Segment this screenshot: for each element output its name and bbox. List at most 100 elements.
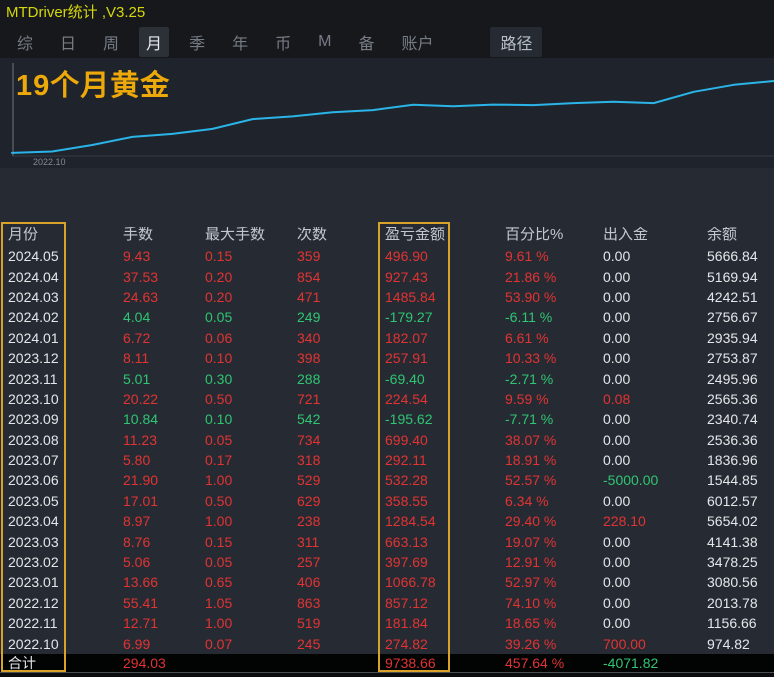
table-row-cell-6: 700.00 <box>603 636 646 651</box>
table-row-cell-3: 257 <box>297 555 321 570</box>
table-row-cell-1: 37.53 <box>123 269 159 284</box>
table-row-cell-0: 2023.12 <box>8 351 59 366</box>
tab-日[interactable]: 日 <box>60 35 77 53</box>
table-row[interactable]: 2024.05 9.43 0.15 359 496.90 9.61 % 0.00 5666.8… <box>0 246 774 266</box>
table-row-cell-5: 19.07 % <box>505 534 557 549</box>
table-row-cell-5: 29.40 % <box>505 514 557 529</box>
table-row[interactable]: 2023.05 17.01 0.50 629 358.55 6.34 % 0.00 6012.… <box>0 491 774 511</box>
table-row-cell-0: 2023.03 <box>8 534 59 549</box>
table-row-cell-4: 1485.84 <box>385 289 436 304</box>
table-row-cell-4: -179.27 <box>385 310 433 325</box>
table-row-cell-2: 1.00 <box>205 514 233 529</box>
table-total-row: 合计 294.03 9738.66 457.64 % -4071.82 <box>0 653 774 672</box>
table-row-cell-3: 249 <box>297 310 321 325</box>
tab-周[interactable]: 周 <box>103 35 120 53</box>
tab-月[interactable]: 月 <box>139 26 170 57</box>
table-row-cell-5: 6.61 % <box>505 330 549 345</box>
table-row-cell-5: 18.65 % <box>505 616 557 631</box>
table-row-cell-1: 8.76 <box>123 534 151 549</box>
table-row-cell-4: 927.43 <box>385 269 428 284</box>
table-row-cell-4: 1066.78 <box>385 575 436 590</box>
table-row-cell-6: 0.00 <box>603 371 631 386</box>
table-row[interactable]: 2022.10 6.99 0.07 245 274.82 39.26 % 700.00 974… <box>0 633 774 653</box>
table-row-cell-3: 288 <box>297 371 321 386</box>
table-row[interactable]: 2023.06 21.90 1.00 529 532.28 52.57 % -5000.00… <box>0 470 774 490</box>
table-row[interactable]: 2022.11 12.71 1.00 519 181.84 18.65 % 0.00 1156… <box>0 613 774 633</box>
table-row-cell-6: -5000.00 <box>603 473 659 488</box>
table-row-cell-6: 0.00 <box>603 595 631 610</box>
table-row-cell-3: 542 <box>297 412 321 427</box>
table-row-cell-5: 52.57 % <box>505 473 557 488</box>
table-row-cell-1: 5.80 <box>123 453 151 468</box>
table-row-cell-4: 397.69 <box>385 555 428 570</box>
table-row-cell-4: 532.28 <box>385 473 428 488</box>
table-total-row-cell-5: 457.64 % <box>505 655 565 670</box>
table-row[interactable]: 2023.01 13.66 0.65 406 1066.78 52.97 % 0.00 308… <box>0 572 774 592</box>
table-row-cell-2: 0.65 <box>205 575 233 590</box>
table-row-cell-6: 0.00 <box>603 412 631 427</box>
table-row-cell-3: 629 <box>297 493 321 508</box>
table-row-cell-1: 6.99 <box>123 636 151 651</box>
table-row-cell-0: 2022.10 <box>8 636 59 651</box>
table-row-cell-6: 0.00 <box>603 616 631 631</box>
table-row[interactable]: 2023.03 8.76 0.15 311 663.13 19.07 % 0.00 4141.… <box>0 531 774 551</box>
table-row-cell-4: 181.84 <box>385 616 428 631</box>
table-row-cell-6: 228.10 <box>603 514 646 529</box>
table-row[interactable]: 2024.01 6.72 0.06 340 182.07 6.61 % 0.00 2935.9… <box>0 328 774 348</box>
table-total-row-cell-1: 294.03 <box>123 655 166 670</box>
table-row-cell-7: 2753.87 <box>707 351 758 366</box>
app-title: MTDriver统计 ,V3.25 <box>6 4 146 21</box>
table-row-cell-5: -7.71 % <box>505 412 554 427</box>
table-row-cell-0: 2024.01 <box>8 330 59 345</box>
table-row-cell-1: 5.06 <box>123 555 151 570</box>
tab-币[interactable]: 币 <box>275 35 292 53</box>
table-row-cell-0: 2023.08 <box>8 432 59 447</box>
table-row-cell-7: 1156.66 <box>707 616 757 631</box>
tab-季[interactable]: 季 <box>189 35 206 53</box>
table-row-cell-5: 21.86 % <box>505 269 557 284</box>
table-row[interactable]: 2024.03 24.63 0.20 471 1485.84 53.90 % 0.00 424… <box>0 287 774 307</box>
table-row-cell-0: 2023.06 <box>8 473 59 488</box>
equity-curve-line <box>11 80 774 154</box>
tab-综[interactable]: 综 <box>17 35 34 53</box>
tab-M[interactable]: M <box>318 32 332 50</box>
table-row-cell-0: 2022.11 <box>8 616 58 631</box>
table-header-row-cell-6: 出入金 <box>603 226 649 242</box>
tab-账户[interactable]: 账户 <box>401 35 434 53</box>
table-row-cell-0: 2024.03 <box>8 289 59 304</box>
path-button[interactable]: 路径 <box>490 26 543 57</box>
table-row[interactable]: 2024.02 4.04 0.05 249 -179.27 -6.11 % 0.00 2756… <box>0 307 774 327</box>
table-row-cell-1: 6.72 <box>123 330 151 345</box>
table-row-cell-4: 182.07 <box>385 330 428 345</box>
table-row-cell-3: 734 <box>297 432 321 447</box>
table-row[interactable]: 2023.04 8.97 1.00 238 1284.54 29.40 % 228.10 56… <box>0 511 774 531</box>
table-row[interactable]: 2023.12 8.11 0.10 398 257.91 10.33 % 0.00 2753.… <box>0 348 774 368</box>
table-row-cell-3: 245 <box>297 636 321 651</box>
table-row-cell-2: 0.05 <box>205 555 233 570</box>
tab-备[interactable]: 备 <box>358 35 375 53</box>
table-row-cell-7: 974.82 <box>707 636 750 651</box>
table-row-cell-3: 863 <box>297 595 321 610</box>
table-row[interactable]: 2023.11 5.01 0.30 288 -69.40 -2.71 % 0.00 2495.… <box>0 368 774 388</box>
table-row[interactable]: 2023.08 11.23 0.05 734 699.40 38.07 % 0.00 2536… <box>0 430 774 450</box>
table-row-cell-0: 2023.11 <box>8 371 58 386</box>
table-row-cell-5: 52.97 % <box>505 575 557 590</box>
table-row-cell-2: 1.05 <box>205 595 233 610</box>
table-row[interactable]: 2022.12 55.41 1.05 863 857.12 74.10 % 0.00 2013… <box>0 593 774 613</box>
table-header-row-cell-3: 次数 <box>297 226 328 242</box>
table-row-cell-1: 4.04 <box>123 310 151 325</box>
table-row-cell-3: 721 <box>297 391 321 406</box>
table-row-cell-6: 0.00 <box>603 289 631 304</box>
table-row-cell-2: 0.17 <box>205 453 233 468</box>
table-total-row-cell-4: 9738.66 <box>385 655 436 670</box>
table-row-cell-7: 2756.67 <box>707 310 758 325</box>
table-row[interactable]: 2024.04 37.53 0.20 854 927.43 21.86 % 0.00 5169… <box>0 266 774 286</box>
tab-年[interactable]: 年 <box>232 35 249 53</box>
table-row[interactable]: 2023.07 5.80 0.17 318 292.11 18.91 % 0.00 1836.… <box>0 450 774 470</box>
table-row[interactable]: 2023.09 10.84 0.10 542 -195.62 -7.71 % 0.00 234… <box>0 409 774 429</box>
table-row[interactable]: 2023.10 20.22 0.50 721 224.54 9.59 % 0.08 2565.… <box>0 389 774 409</box>
table-row-cell-5: 18.91 % <box>505 453 557 468</box>
table-row[interactable]: 2023.02 5.06 0.05 257 397.69 12.91 % 0.00 3478.… <box>0 552 774 572</box>
table-row-cell-5: -6.11 % <box>505 310 553 325</box>
table-row-cell-3: 398 <box>297 351 321 366</box>
